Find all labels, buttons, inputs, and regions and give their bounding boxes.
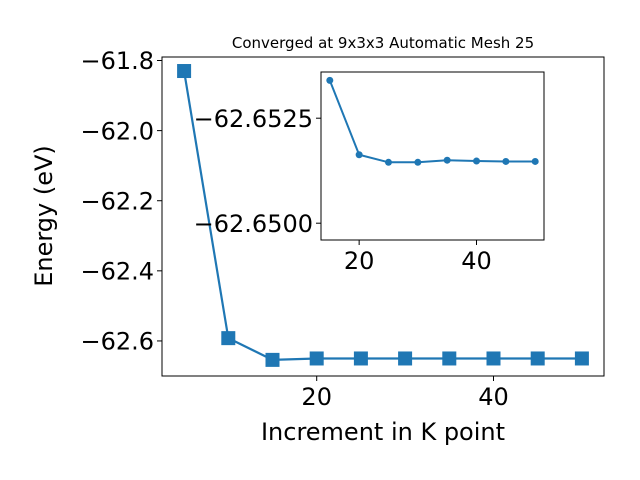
inset-axes-frame [320, 71, 545, 241]
main-y-tick-label: −62.4 [80, 257, 154, 285]
inset-clipped-marks [326, 76, 539, 166]
inset-y-tick-label: −62.6525 [194, 105, 313, 133]
main-y-tick-label: −61.8 [80, 47, 154, 75]
inset-data-point [443, 156, 451, 164]
main-y-tick-label: −62.0 [80, 117, 154, 145]
main-data-point [265, 352, 280, 367]
main-data-point [574, 351, 589, 366]
main-ticks-group: 20 40 −61.8 −62.0 −62.2 −62.4 −62.6 [80, 47, 508, 411]
inset-plot-area [321, 72, 544, 240]
inset-series-line [328, 80, 536, 164]
main-data-point [398, 351, 413, 366]
y-axis-label: Energy (eV) [30, 145, 58, 287]
inset-series-group [326, 76, 539, 166]
main-y-tick-label: −62.2 [80, 187, 154, 215]
x-axis-label: Increment in K point [261, 418, 505, 446]
inset-y-tick-label: −62.6500 [194, 210, 313, 238]
main-series-line [183, 70, 582, 361]
main-clipped-marks [177, 64, 589, 367]
main-data-point [530, 351, 545, 366]
main-data-point [309, 351, 324, 366]
main-data-point [221, 331, 236, 346]
inset-data-point [473, 157, 481, 165]
inset-x-tick-label: 40 [461, 247, 492, 275]
inset-data-point [355, 151, 363, 159]
inset-x-tick-label: 20 [344, 247, 375, 275]
main-x-tick-label: 40 [478, 383, 509, 411]
chart-title: Converged at 9x3x3 Automatic Mesh 25 [232, 34, 534, 52]
inset-data-point [531, 157, 539, 165]
main-axes-frame [161, 56, 605, 377]
main-series-group [177, 64, 589, 367]
inset-data-point [384, 158, 392, 166]
main-data-point [353, 351, 368, 366]
inset-axes: 20 40 −62.6525 −62.6500 [194, 71, 545, 275]
main-data-point [442, 351, 457, 366]
main-data-point [486, 351, 501, 366]
inset-ticks-group: 20 40 −62.6525 −62.6500 [194, 105, 492, 275]
main-y-tick-label: −62.6 [80, 328, 154, 356]
inset-data-point [326, 76, 334, 84]
inset-data-point [414, 158, 422, 166]
main-x-tick-label: 20 [301, 383, 332, 411]
inset-data-point [502, 157, 510, 165]
main-data-point [177, 64, 192, 79]
